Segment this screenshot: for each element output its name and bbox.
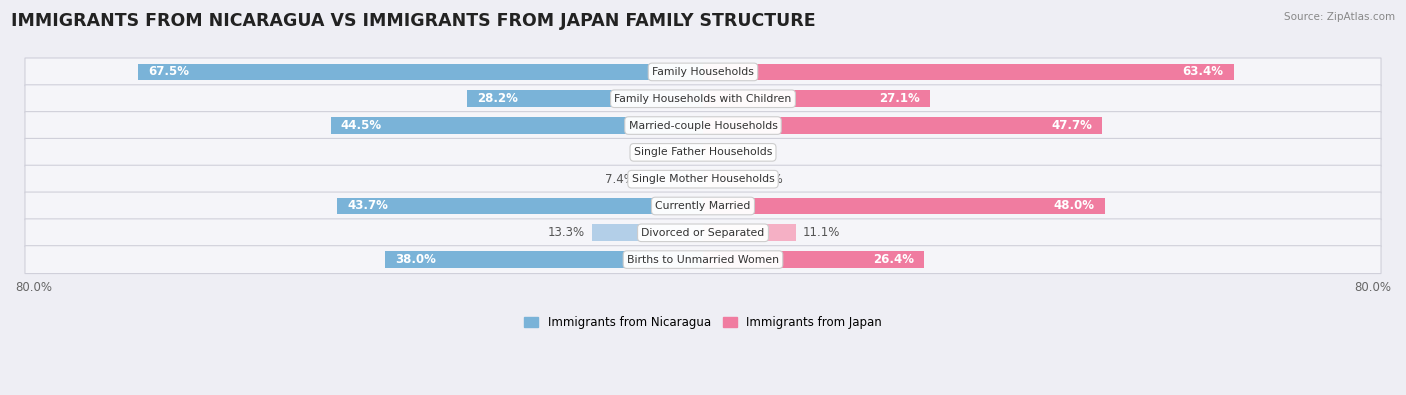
FancyBboxPatch shape	[25, 112, 1381, 139]
Text: 38.0%: 38.0%	[395, 253, 436, 266]
Text: Divorced or Separated: Divorced or Separated	[641, 228, 765, 238]
Text: 28.2%: 28.2%	[477, 92, 517, 105]
Text: Currently Married: Currently Married	[655, 201, 751, 211]
Text: IMMIGRANTS FROM NICARAGUA VS IMMIGRANTS FROM JAPAN FAMILY STRUCTURE: IMMIGRANTS FROM NICARAGUA VS IMMIGRANTS …	[11, 12, 815, 30]
FancyBboxPatch shape	[25, 165, 1381, 193]
Text: 11.1%: 11.1%	[803, 226, 839, 239]
Text: 63.4%: 63.4%	[1182, 66, 1223, 79]
FancyBboxPatch shape	[25, 246, 1381, 274]
Text: 2.0%: 2.0%	[727, 146, 756, 159]
Text: Source: ZipAtlas.com: Source: ZipAtlas.com	[1284, 12, 1395, 22]
Bar	[681, 144, 703, 161]
Text: Married-couple Households: Married-couple Households	[628, 120, 778, 131]
Text: 5.2%: 5.2%	[754, 173, 783, 186]
FancyBboxPatch shape	[25, 219, 1381, 247]
Text: Single Father Households: Single Father Households	[634, 147, 772, 157]
Bar	[467, 90, 703, 107]
FancyBboxPatch shape	[25, 58, 1381, 86]
Legend: Immigrants from Nicaragua, Immigrants from Japan: Immigrants from Nicaragua, Immigrants fr…	[519, 311, 887, 333]
Bar	[703, 64, 1233, 80]
Text: 44.5%: 44.5%	[340, 119, 382, 132]
Text: 2.7%: 2.7%	[644, 146, 673, 159]
Bar	[385, 251, 703, 268]
Bar	[703, 171, 747, 188]
Text: 43.7%: 43.7%	[347, 199, 388, 213]
Text: 48.0%: 48.0%	[1053, 199, 1095, 213]
FancyBboxPatch shape	[25, 192, 1381, 220]
Text: 26.4%: 26.4%	[873, 253, 914, 266]
Bar	[138, 64, 703, 80]
Bar	[703, 90, 929, 107]
Bar	[703, 224, 796, 241]
Bar	[592, 224, 703, 241]
Bar	[703, 144, 720, 161]
Bar	[641, 171, 703, 188]
Text: Family Households with Children: Family Households with Children	[614, 94, 792, 104]
Text: Single Mother Households: Single Mother Households	[631, 174, 775, 184]
Bar	[703, 117, 1102, 134]
Text: Births to Unmarried Women: Births to Unmarried Women	[627, 255, 779, 265]
FancyBboxPatch shape	[25, 85, 1381, 113]
Bar	[703, 198, 1105, 214]
Bar	[330, 117, 703, 134]
Bar	[703, 251, 924, 268]
Text: 27.1%: 27.1%	[879, 92, 920, 105]
Text: 13.3%: 13.3%	[548, 226, 585, 239]
Text: 7.4%: 7.4%	[605, 173, 634, 186]
Text: 47.7%: 47.7%	[1052, 119, 1092, 132]
Text: 67.5%: 67.5%	[148, 66, 190, 79]
Bar	[337, 198, 703, 214]
Text: Family Households: Family Households	[652, 67, 754, 77]
FancyBboxPatch shape	[25, 138, 1381, 166]
